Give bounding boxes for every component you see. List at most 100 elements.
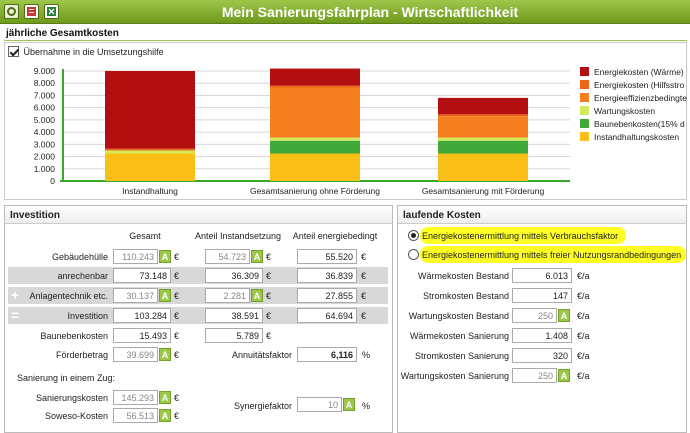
y-tick-label: 0 bbox=[50, 176, 55, 186]
unit-euro: € bbox=[266, 271, 272, 281]
unit-euro: € bbox=[361, 271, 367, 281]
pdf-icon[interactable] bbox=[24, 4, 39, 19]
col-header-anteil-energie: Anteil energiebedingt bbox=[292, 231, 378, 241]
label-anrechenbar: anrechenbar bbox=[57, 271, 108, 281]
unit-euro-per-year: €/a bbox=[577, 351, 590, 361]
bar-segment bbox=[438, 97, 528, 115]
y-tick-label: 1.000 bbox=[34, 164, 56, 174]
laufende-row-value-field[interactable]: 320 bbox=[512, 348, 572, 363]
laufende-row-a-button[interactable]: A bbox=[558, 369, 570, 382]
gebaeudehuelle-instand-a-button[interactable]: A bbox=[251, 250, 263, 263]
unit-euro: € bbox=[361, 252, 367, 262]
sowieso-field[interactable]: 56.513 bbox=[113, 408, 158, 423]
gebaeudehuelle-gesamt-field[interactable]: 110.243 bbox=[113, 249, 158, 264]
radio-nutzungsrandbedingungen-label: Energiekostenermittlung mittels freier N… bbox=[422, 250, 682, 260]
synergiefaktor-a-button[interactable]: A bbox=[343, 398, 355, 411]
bar-segment bbox=[270, 137, 360, 141]
excel-icon[interactable] bbox=[44, 4, 59, 19]
bar-segment bbox=[438, 114, 528, 117]
unit-euro-per-year: €/a bbox=[577, 331, 590, 341]
legend-swatch bbox=[580, 106, 589, 115]
laufende-row-a-button[interactable]: A bbox=[558, 309, 570, 322]
unit-euro-per-year: €/a bbox=[577, 371, 590, 381]
bar-segment bbox=[105, 148, 195, 151]
label-annuitaetsfaktor: Annuitätsfaktor bbox=[231, 350, 292, 360]
laufende-row-value-field[interactable]: 147 bbox=[512, 288, 572, 303]
y-tick-label: 8.000 bbox=[34, 78, 56, 88]
bar-segment bbox=[105, 153, 195, 181]
radio-nutzungsrandbedingungen[interactable] bbox=[408, 249, 419, 260]
unit-euro: € bbox=[361, 311, 367, 321]
laufende-row-value-field[interactable]: 250 bbox=[512, 308, 557, 323]
sanierungskosten-a-button[interactable]: A bbox=[159, 391, 171, 404]
legend-swatch bbox=[580, 67, 589, 76]
gebaeudehuelle-instand-field[interactable]: 54.723 bbox=[205, 249, 250, 264]
title-bar: Mein Sanierungsfahrplan - Wirtschaftlich… bbox=[0, 0, 690, 24]
chart-panel: 0 1.000 2.000 3.000 4.000 5.000 6.000 7.000 8.00… bbox=[4, 42, 687, 200]
unit-euro: € bbox=[174, 291, 180, 301]
legend-label: Instandhaltungskosten bbox=[594, 132, 679, 142]
annuitaetsfaktor-field[interactable]: 6,116 bbox=[297, 347, 357, 362]
unit-euro-per-year: €/a bbox=[577, 291, 590, 301]
y-tick-label: 5.000 bbox=[34, 115, 56, 125]
col-header-gesamt: Gesamt bbox=[129, 231, 161, 241]
label-synergiefaktor: Synergiefaktor bbox=[233, 401, 292, 411]
label-baunebenkosten: Baunebenkosten bbox=[40, 331, 108, 341]
cost-chart: 0 1.000 2.000 3.000 4.000 5.000 6.000 7.000 8.00… bbox=[34, 66, 687, 196]
y-tick-label: 9.000 bbox=[34, 66, 56, 76]
anlagentechnik-gesamt-field[interactable]: 30.137 bbox=[113, 288, 158, 303]
unit-percent: % bbox=[362, 401, 371, 411]
foerderbetrag-a-button[interactable]: A bbox=[159, 348, 171, 361]
anrechenbar-instand-field[interactable]: 36.309 bbox=[205, 268, 263, 283]
foerderbetrag-field[interactable]: 39.699 bbox=[113, 347, 158, 362]
gebaeudehuelle-gesamt-a-button[interactable]: A bbox=[159, 250, 171, 263]
settings-icon[interactable] bbox=[4, 4, 19, 19]
investition-instand-field[interactable]: 38.591 bbox=[205, 308, 263, 323]
unit-euro: € bbox=[174, 311, 180, 321]
anlagentechnik-energie-field[interactable]: 27.855 bbox=[297, 288, 357, 303]
bar-segment bbox=[438, 137, 528, 141]
investition-gesamt-field[interactable]: 103.284 bbox=[113, 308, 171, 323]
laufende-row-label: Stromkosten Sanierung bbox=[414, 351, 509, 361]
laufende-row-value-field[interactable]: 1.408 bbox=[512, 328, 572, 343]
x-category-label: Gesamtsanierung mit Förderung bbox=[422, 186, 545, 196]
unit-euro: € bbox=[174, 271, 180, 281]
bar-segment bbox=[270, 153, 360, 181]
unit-euro: € bbox=[266, 331, 272, 341]
legend-label: Wartungskosten bbox=[594, 106, 655, 116]
anlagentechnik-gesamt-a-button[interactable]: A bbox=[159, 289, 171, 302]
synergiefaktor-field[interactable]: 10 bbox=[297, 397, 342, 412]
takeover-checkbox-label: Übernahme in die Umsetzungshilfe bbox=[23, 46, 164, 57]
anrechenbar-gesamt-field[interactable]: 73.148 bbox=[113, 268, 171, 283]
anlagentechnik-instand-a-button[interactable]: A bbox=[251, 289, 263, 302]
unit-euro: € bbox=[266, 311, 272, 321]
y-tick-label: 7.000 bbox=[34, 90, 56, 100]
laufende-row-value-field[interactable]: 6.013 bbox=[512, 268, 572, 283]
gebaeudehuelle-energie-field[interactable]: 55.520 bbox=[297, 249, 357, 264]
investition-energie-field[interactable]: 64.694 bbox=[297, 308, 357, 323]
y-tick-label: 6.000 bbox=[34, 103, 56, 113]
unit-euro: € bbox=[174, 331, 180, 341]
sanierungskosten-field[interactable]: 145.293 bbox=[113, 390, 158, 405]
label-sanierungskosten: Sanierungskosten bbox=[35, 393, 108, 403]
anlagentechnik-instand-field[interactable]: 2.281 bbox=[205, 288, 250, 303]
plus-sign: + bbox=[8, 287, 22, 304]
radio-verbrauchsfaktor-label: Energiekostenermittlung mittels Verbrauc… bbox=[422, 231, 619, 241]
legend-label: Energiekosten (Hilfsstro bbox=[594, 80, 685, 90]
radio-verbrauchsfaktor[interactable] bbox=[408, 230, 419, 241]
laufende-row-value-field[interactable]: 250 bbox=[512, 368, 557, 383]
anrechenbar-energie-field[interactable]: 36.839 bbox=[297, 268, 357, 283]
takeover-checkbox-row[interactable]: Übernahme in die Umsetzungshilfe bbox=[8, 46, 164, 58]
legend-swatch bbox=[580, 80, 589, 89]
sowieso-a-button[interactable]: A bbox=[159, 409, 171, 422]
label-foerderbetrag: Förderbetrag bbox=[55, 350, 108, 360]
takeover-checkbox[interactable] bbox=[8, 46, 19, 58]
baunebenkosten-instand-field[interactable]: 5.789 bbox=[205, 328, 263, 343]
highlight-marker-1 bbox=[420, 227, 626, 244]
bar-segment bbox=[438, 140, 528, 154]
baunebenkosten-gesamt-field[interactable]: 15.493 bbox=[113, 328, 171, 343]
unit-percent: % bbox=[362, 350, 371, 360]
row-band-investition bbox=[8, 307, 388, 324]
unit-euro: € bbox=[266, 252, 272, 262]
row-band-anlagentechnik bbox=[8, 287, 388, 304]
